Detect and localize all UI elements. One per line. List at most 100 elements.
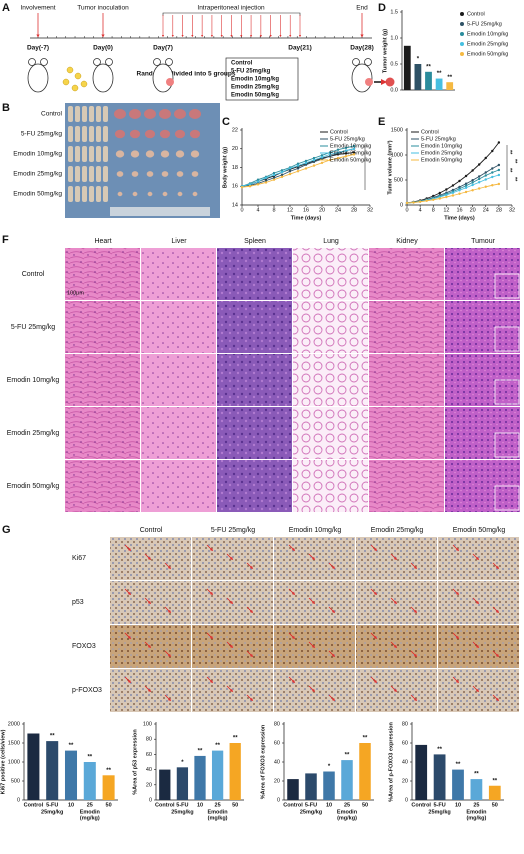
- mouse-ear: [105, 58, 113, 66]
- bar: [425, 71, 432, 90]
- bar: [229, 743, 241, 800]
- ihc-arrow: [410, 562, 418, 570]
- mouse-photo: [68, 186, 73, 202]
- significance: *: [417, 57, 420, 63]
- histology-row: Emodin 10mg/kg: [7, 377, 60, 384]
- histology-image: [65, 460, 140, 512]
- day-label: Day(-7): [27, 45, 49, 52]
- y-axis-label: Tumor weight (g): [382, 29, 388, 73]
- ihc-arrow: [226, 597, 234, 605]
- histology-column: Lung: [323, 238, 339, 245]
- ihc-arrow: [246, 606, 254, 614]
- significance: **: [426, 64, 431, 70]
- histology-image: [141, 354, 216, 406]
- ihc-arrow: [328, 694, 336, 702]
- bar: [359, 743, 371, 800]
- panel-label: D: [378, 2, 386, 14]
- data-point: [412, 201, 415, 204]
- x-group-label: Emodin: [208, 809, 229, 815]
- y-tick-label: 1.5: [390, 9, 398, 15]
- data-point: [312, 158, 316, 162]
- ihc-arrow: [472, 553, 480, 561]
- mouse-ear: [40, 58, 48, 66]
- data-point: [497, 163, 501, 167]
- legend-marker: [460, 42, 464, 46]
- x-tick-label: 25: [215, 802, 221, 808]
- data-point: [280, 175, 284, 179]
- data-point: [418, 200, 422, 203]
- injection-bracket: [162, 12, 301, 16]
- ihc-column: Control: [140, 527, 163, 534]
- ihc-arrow: [410, 606, 418, 614]
- x-axis-label: Time (days): [444, 215, 475, 221]
- tumor-photo-item: [162, 191, 168, 197]
- histology-image: [217, 354, 292, 406]
- mouse-photo: [82, 106, 87, 122]
- ihc-arrow: [452, 632, 460, 640]
- tumor-photo-item: [189, 109, 201, 119]
- x-group-label: 25mg/kg: [41, 809, 63, 815]
- histology-image: [217, 407, 292, 459]
- x-tick-label: 8: [432, 207, 435, 213]
- bar: [102, 775, 115, 800]
- legend-label: Control: [467, 11, 485, 17]
- data-point: [352, 144, 356, 148]
- ihc-arrow: [492, 562, 500, 570]
- x-tick-label: 32: [367, 207, 373, 213]
- significance: **: [474, 772, 479, 778]
- data-point: [484, 178, 487, 181]
- significance: **: [507, 168, 513, 173]
- tumor-icon: [166, 78, 174, 86]
- x-group-label: 25mg/kg: [428, 809, 450, 815]
- data-point: [296, 162, 300, 165]
- y-tick-label: 40: [274, 759, 280, 765]
- zoom-box: [494, 326, 520, 352]
- ihc-arrow: [410, 650, 418, 658]
- data-point: [491, 149, 494, 153]
- tumor-photo-item: [192, 191, 198, 197]
- panel-label: C: [222, 116, 230, 128]
- y-tick-label: 80: [274, 721, 280, 727]
- y-tick-label: 0: [400, 202, 403, 208]
- data-point: [477, 181, 481, 184]
- x-tick-label: 16: [456, 207, 462, 213]
- histology-row: 5-FU 25mg/kg: [11, 324, 55, 331]
- y-tick-label: 18: [232, 165, 238, 171]
- histology-image: [369, 354, 444, 406]
- x-group-label: (mg/kg): [208, 815, 228, 821]
- mouse-photo: [103, 106, 108, 122]
- mouse-photo: [103, 186, 108, 202]
- y-tick-label: 22: [232, 127, 238, 133]
- legend-label: Control: [330, 129, 348, 135]
- ihc-arrow: [452, 676, 460, 684]
- y-tick-label: 20: [274, 778, 280, 784]
- data-point: [296, 167, 300, 170]
- mouse-photo: [75, 146, 80, 162]
- bar: [305, 773, 317, 800]
- ihc-arrow: [124, 544, 132, 552]
- data-point: [288, 167, 292, 170]
- significance: **: [215, 743, 220, 749]
- ihc-image: [110, 581, 191, 624]
- ihc-arrow: [124, 676, 132, 684]
- mouse-photo: [89, 126, 94, 142]
- x-group-label: (mg/kg): [466, 815, 486, 821]
- panel-label: F: [2, 234, 9, 246]
- bar: [403, 45, 411, 90]
- bar: [287, 779, 299, 800]
- group-label: 5-FU 25mg/kg: [231, 69, 271, 75]
- data-point: [497, 182, 501, 186]
- ihc-row: p-FOXO3: [72, 687, 102, 694]
- ihc-arrow: [472, 685, 480, 693]
- significance: **: [198, 748, 203, 754]
- ihc-image: [438, 625, 519, 668]
- y-tick-label: 40: [146, 767, 152, 773]
- y-axis-label: %Area of p-FOXO3 expression: [388, 721, 394, 801]
- ihc-arrow: [328, 650, 336, 658]
- data-point: [438, 191, 442, 195]
- significance: *: [328, 764, 331, 770]
- ihc-arrow: [226, 553, 234, 561]
- y-tick-label: 1500: [391, 127, 403, 133]
- ihc-image: [438, 537, 519, 580]
- bar: [159, 769, 171, 800]
